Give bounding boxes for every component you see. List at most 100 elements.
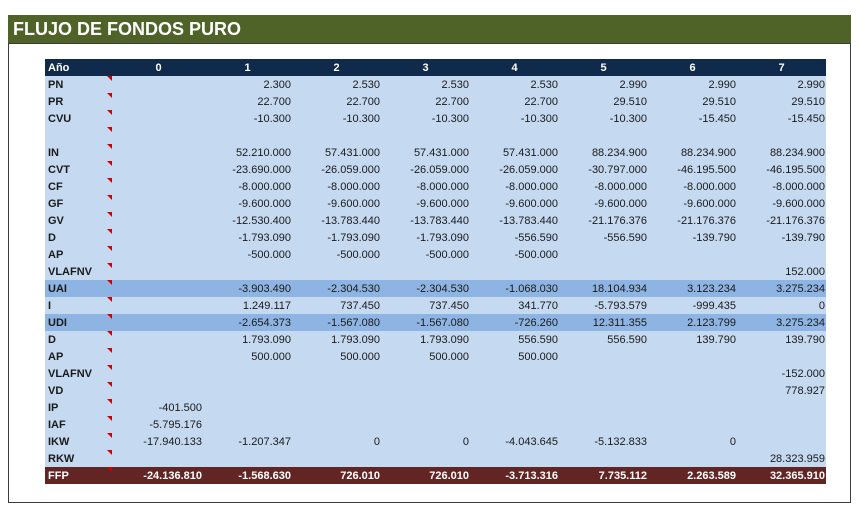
row-label[interactable]: CVU <box>45 110 114 127</box>
cell-value[interactable]: 88.234.900 <box>737 144 826 161</box>
cell-value[interactable]: -21.176.376 <box>559 212 648 229</box>
cell-value[interactable]: -2.654.373 <box>203 314 292 331</box>
cell-value[interactable]: -10.300 <box>381 110 470 127</box>
cell-value[interactable]: -26.059.000 <box>292 161 381 178</box>
cell-value[interactable]: -9.600.000 <box>470 195 559 212</box>
cell-value[interactable]: 1.793.090 <box>381 331 470 348</box>
cell-value[interactable]: -23.690.000 <box>203 161 292 178</box>
cell-value[interactable] <box>114 212 203 229</box>
cell-value[interactable]: -152.000 <box>737 365 826 382</box>
cell-value[interactable]: 0 <box>648 433 737 450</box>
row-label[interactable]: GF <box>45 195 114 212</box>
cell-value[interactable]: 0 <box>292 433 381 450</box>
cell-value[interactable]: 139.790 <box>737 331 826 348</box>
cell-value[interactable] <box>648 127 737 144</box>
cell-value[interactable]: -3.903.490 <box>203 280 292 297</box>
cell-value[interactable]: -9.600.000 <box>648 195 737 212</box>
cell-value[interactable]: 7.735.112 <box>559 467 648 484</box>
cell-value[interactable] <box>648 416 737 433</box>
cell-value[interactable]: 88.234.900 <box>648 144 737 161</box>
cell-value[interactable] <box>292 399 381 416</box>
cell-value[interactable]: -13.783.440 <box>470 212 559 229</box>
cell-value[interactable] <box>559 127 648 144</box>
cell-value[interactable]: 22.700 <box>470 93 559 110</box>
header-year-2[interactable]: 2 <box>292 59 381 76</box>
cell-value[interactable] <box>114 297 203 314</box>
cell-value[interactable] <box>737 127 826 144</box>
cell-value[interactable]: 3.275.234 <box>737 280 826 297</box>
cell-value[interactable] <box>114 127 203 144</box>
cell-value[interactable] <box>292 382 381 399</box>
cell-value[interactable] <box>648 348 737 365</box>
cell-value[interactable]: 1.249.117 <box>203 297 292 314</box>
cell-value[interactable]: 29.510 <box>737 93 826 110</box>
cell-value[interactable]: -17.940.133 <box>114 433 203 450</box>
cell-value[interactable] <box>203 127 292 144</box>
row-label[interactable]: D <box>45 331 114 348</box>
cell-value[interactable]: -9.600.000 <box>737 195 826 212</box>
cell-value[interactable]: -500.000 <box>203 246 292 263</box>
cell-value[interactable] <box>292 365 381 382</box>
cell-value[interactable]: 29.510 <box>559 93 648 110</box>
cell-value[interactable] <box>114 76 203 93</box>
row-label[interactable]: AP <box>45 246 114 263</box>
cell-value[interactable]: -1.567.080 <box>292 314 381 331</box>
cell-value[interactable] <box>737 348 826 365</box>
cell-value[interactable] <box>648 263 737 280</box>
cell-value[interactable] <box>114 331 203 348</box>
cell-value[interactable] <box>381 450 470 467</box>
cell-value[interactable] <box>559 263 648 280</box>
cell-value[interactable] <box>648 450 737 467</box>
cell-value[interactable]: -21.176.376 <box>648 212 737 229</box>
cell-value[interactable]: 2.990 <box>737 76 826 93</box>
cell-value[interactable]: -46.195.500 <box>737 161 826 178</box>
cell-value[interactable] <box>292 416 381 433</box>
cell-value[interactable]: 57.431.000 <box>292 144 381 161</box>
cell-value[interactable] <box>559 365 648 382</box>
row-label[interactable]: FFP <box>45 467 114 484</box>
cell-value[interactable] <box>559 399 648 416</box>
cell-value[interactable]: 32.365.910 <box>737 467 826 484</box>
cell-value[interactable]: -4.043.645 <box>470 433 559 450</box>
header-year-label[interactable]: Año <box>45 59 114 76</box>
cell-value[interactable]: -2.304.530 <box>381 280 470 297</box>
cell-value[interactable]: -1.207.347 <box>203 433 292 450</box>
cell-value[interactable] <box>648 382 737 399</box>
cell-value[interactable]: -1.793.090 <box>381 229 470 246</box>
cell-value[interactable] <box>203 416 292 433</box>
cell-value[interactable] <box>470 263 559 280</box>
cell-value[interactable]: -8.000.000 <box>203 178 292 195</box>
cell-value[interactable] <box>292 127 381 144</box>
cell-value[interactable] <box>292 450 381 467</box>
cell-value[interactable] <box>114 314 203 331</box>
cell-value[interactable]: -8.000.000 <box>648 178 737 195</box>
cell-value[interactable]: 556.590 <box>559 331 648 348</box>
cell-value[interactable] <box>648 365 737 382</box>
cell-value[interactable]: 737.450 <box>381 297 470 314</box>
cell-value[interactable] <box>114 246 203 263</box>
cell-value[interactable] <box>470 416 559 433</box>
cell-value[interactable]: -12.530.400 <box>203 212 292 229</box>
cell-value[interactable] <box>114 93 203 110</box>
cell-value[interactable] <box>114 263 203 280</box>
cell-value[interactable]: 737.450 <box>292 297 381 314</box>
cell-value[interactable] <box>737 399 826 416</box>
cell-value[interactable]: -26.059.000 <box>470 161 559 178</box>
cell-value[interactable] <box>114 382 203 399</box>
cell-value[interactable] <box>203 365 292 382</box>
cell-value[interactable] <box>470 399 559 416</box>
cell-value[interactable]: -9.600.000 <box>559 195 648 212</box>
cell-value[interactable]: -556.590 <box>470 229 559 246</box>
cell-value[interactable]: -1.568.630 <box>203 467 292 484</box>
row-label[interactable]: VD <box>45 382 114 399</box>
cell-value[interactable] <box>559 416 648 433</box>
cell-value[interactable]: 2.990 <box>648 76 737 93</box>
row-label[interactable]: UAI <box>45 280 114 297</box>
cell-value[interactable] <box>470 365 559 382</box>
cell-value[interactable]: 3.123.234 <box>648 280 737 297</box>
row-label[interactable]: UDI <box>45 314 114 331</box>
cell-value[interactable]: -8.000.000 <box>737 178 826 195</box>
cell-value[interactable]: -10.300 <box>559 110 648 127</box>
cell-value[interactable]: -5.795.176 <box>114 416 203 433</box>
cell-value[interactable] <box>292 263 381 280</box>
